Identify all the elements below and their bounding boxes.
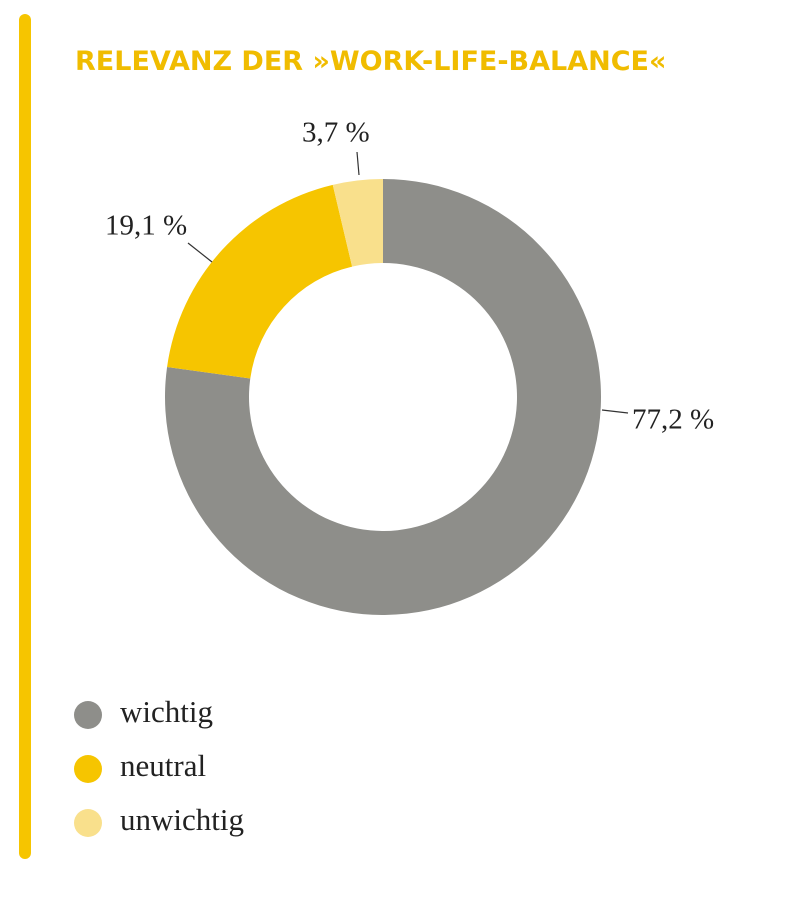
data-label: 19,1 % <box>105 210 187 242</box>
legend-marker <box>74 809 102 837</box>
legend-label: wichtig <box>120 694 213 729</box>
legend-label: neutral <box>120 748 206 783</box>
data-label: 3,7 % <box>302 117 370 149</box>
leader-line <box>356 151 360 176</box>
legend-marker <box>74 701 102 729</box>
accent-bar <box>19 14 31 859</box>
leader-line <box>601 409 629 414</box>
donut-slice <box>164 179 601 616</box>
chart-title: RELEVANZ DER »WORK-LIFE-BALANCE« <box>75 46 666 77</box>
donut-slice <box>167 184 353 379</box>
leader-line <box>187 242 213 263</box>
legend-marker <box>74 755 102 783</box>
data-label: 77,2 % <box>632 404 714 436</box>
donut-slice <box>332 179 383 267</box>
legend-label: unwichtig <box>120 802 244 837</box>
